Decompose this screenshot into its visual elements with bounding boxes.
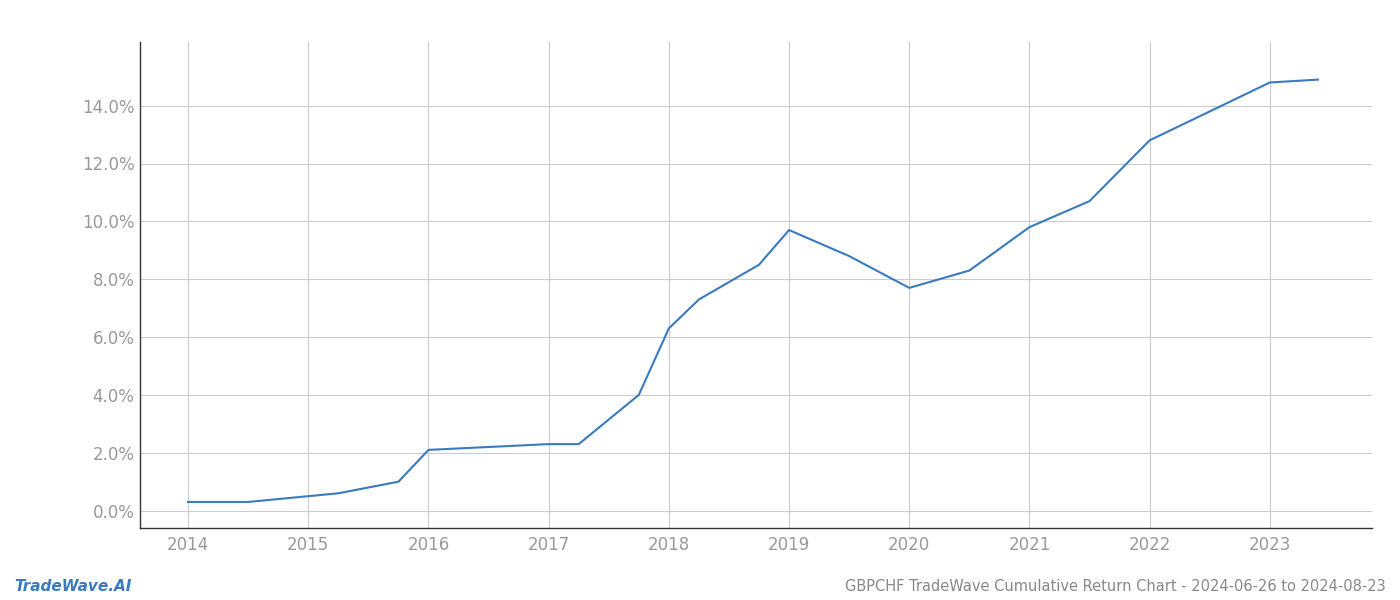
Text: GBPCHF TradeWave Cumulative Return Chart - 2024-06-26 to 2024-08-23: GBPCHF TradeWave Cumulative Return Chart… <box>846 579 1386 594</box>
Text: TradeWave.AI: TradeWave.AI <box>14 579 132 594</box>
